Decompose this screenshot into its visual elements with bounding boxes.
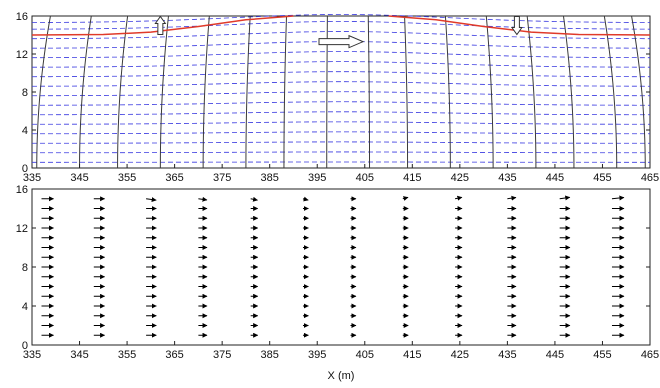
x-tick-label: 365 <box>165 172 183 184</box>
y-tick-label: 8 <box>22 87 28 99</box>
y-tick-label: 4 <box>22 125 28 137</box>
x-tick-label: 385 <box>261 172 279 184</box>
x-tick-label: 455 <box>593 349 611 361</box>
y-tick-label: 12 <box>16 49 28 61</box>
x-tick-label: 435 <box>498 349 516 361</box>
x-tick-label: 405 <box>356 349 374 361</box>
x-tick-label: 375 <box>213 349 231 361</box>
y-tick-label: 4 <box>22 301 28 313</box>
y-tick-label: 16 <box>16 11 28 23</box>
x-tick-label: 425 <box>451 349 469 361</box>
x-tick-label: 415 <box>403 349 421 361</box>
x-tick-label: 395 <box>308 172 326 184</box>
x-tick-label: 345 <box>70 172 88 184</box>
y-tick-label: 0 <box>22 340 28 352</box>
x-tick-label: 445 <box>546 349 564 361</box>
x-tick-label: 425 <box>451 172 469 184</box>
x-tick-label: 395 <box>308 349 326 361</box>
x-tick-label: 365 <box>165 349 183 361</box>
x-tick-label: 435 <box>498 172 516 184</box>
y-tick-label: 16 <box>16 184 28 196</box>
x-tick-label: 415 <box>403 172 421 184</box>
x-tick-label: 465 <box>641 349 659 361</box>
y-tick-label: 0 <box>22 163 28 175</box>
x-tick-label: 355 <box>118 349 136 361</box>
x-tick-label: 405 <box>356 172 374 184</box>
x-tick-label: 455 <box>593 172 611 184</box>
x-tick-label: 355 <box>118 172 136 184</box>
y-tick-label: 8 <box>22 262 28 274</box>
x-tick-label: 345 <box>70 349 88 361</box>
x-tick-label: 465 <box>641 172 659 184</box>
y-tick-label: 12 <box>16 223 28 235</box>
x-tick-label: 385 <box>261 349 279 361</box>
x-tick-label: 445 <box>546 172 564 184</box>
x-tick-label: 375 <box>213 172 231 184</box>
x-axis-label: X (m) <box>328 370 355 382</box>
